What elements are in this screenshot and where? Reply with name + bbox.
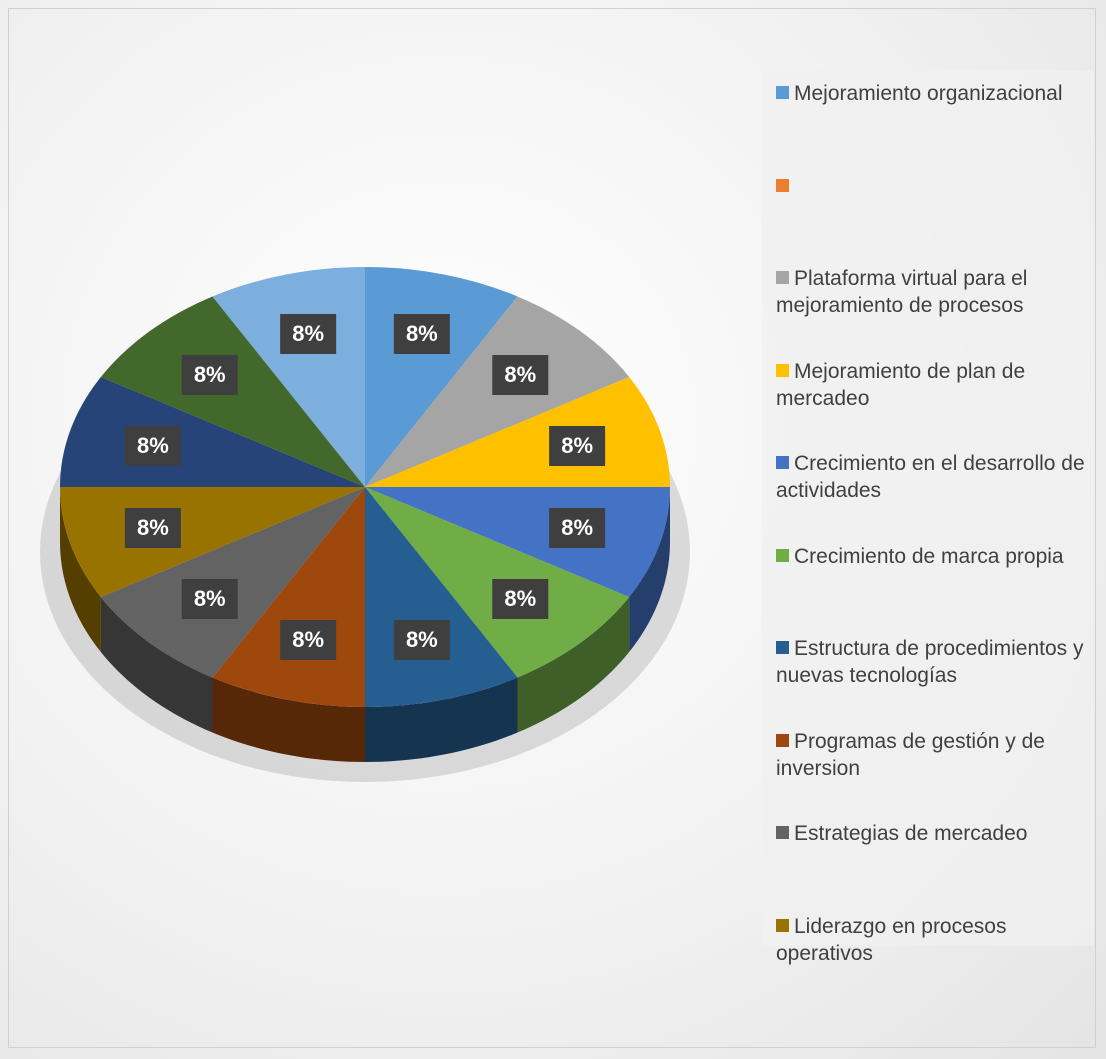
data-label: 8% xyxy=(504,586,536,611)
data-label-box xyxy=(549,507,606,548)
data-label: 8% xyxy=(292,321,324,346)
data-label-box xyxy=(549,426,606,467)
legend-item: Plataforma virtual para el mejoramiento … xyxy=(776,265,1086,319)
legend-item: Mejoramiento organizacional xyxy=(776,80,1086,107)
legend-swatch xyxy=(776,918,789,932)
legend-swatch xyxy=(776,826,789,839)
data-label-box xyxy=(393,620,450,661)
legend-swatch xyxy=(776,733,789,747)
data-label: 8% xyxy=(194,362,226,387)
legend-label: Plataforma virtual para el mejoramiento … xyxy=(776,267,1028,317)
legend-label: Programas de gestión y de inversion xyxy=(776,729,1045,780)
data-label-box xyxy=(280,313,337,354)
data-label: 8% xyxy=(406,627,438,652)
slice-side xyxy=(212,677,365,762)
data-label: 8% xyxy=(406,321,438,346)
legend-label: Estrategias de mercadeo xyxy=(794,822,1028,845)
legend-swatch xyxy=(776,641,789,654)
data-label: 8% xyxy=(561,433,593,458)
legend-label: Estructura de procedimientos y nuevas te… xyxy=(776,637,1084,687)
legend-item: Crecimiento en el desarrollo de activida… xyxy=(776,450,1086,504)
legend-label: Mejoramiento organizacional xyxy=(794,82,1063,105)
slice-side xyxy=(517,597,630,733)
data-label-box xyxy=(124,507,181,548)
legend-label: Crecimiento en el desarrollo de activida… xyxy=(776,452,1085,502)
legend-item: Programas de gestión y de inversion xyxy=(776,728,1086,782)
legend-swatch xyxy=(776,456,789,469)
legend-item: Crecimiento de marca propia xyxy=(776,543,1086,570)
slice-side xyxy=(100,597,213,733)
data-label-box xyxy=(124,426,181,467)
legend: Mejoramiento organizacional Plataforma vi… xyxy=(762,70,1094,965)
data-label: 8% xyxy=(504,362,536,387)
data-label-box xyxy=(492,354,549,395)
slice-side xyxy=(365,677,518,762)
legend-swatch xyxy=(776,178,789,192)
data-label-box xyxy=(492,579,549,620)
legend-swatch xyxy=(776,271,789,284)
slice-side xyxy=(629,487,670,652)
legend-item: Estructura de procedimientos y nuevas te… xyxy=(776,635,1086,689)
legend-swatch xyxy=(776,86,789,99)
data-label-box xyxy=(280,620,337,661)
legend-item xyxy=(776,173,1086,200)
legend-item: Estrategias de mercadeo xyxy=(776,820,1086,847)
legend-item: Mejoramiento de plan de mercadeo xyxy=(776,358,1086,412)
legend-swatch xyxy=(776,363,789,377)
pie: 8% 8% 8% 8% 8% 8% 8% 8% 8% 8% 8% 8% xyxy=(40,267,690,782)
data-label: 8% xyxy=(137,433,169,458)
legend-label: Mejoramiento de plan de mercadeo xyxy=(776,359,1026,410)
legend-label: Crecimiento de marca propia xyxy=(794,544,1064,568)
legend-item: Liderazgo en procesos operativos xyxy=(776,913,1086,967)
data-label: 8% xyxy=(137,515,169,540)
data-label: 8% xyxy=(292,627,324,652)
data-label-box xyxy=(181,579,238,620)
slice-side xyxy=(60,487,101,652)
data-label-box xyxy=(393,313,450,354)
data-label: 8% xyxy=(194,586,226,611)
data-label: 8% xyxy=(561,515,593,540)
legend-label: Liderazgo en procesos operativos xyxy=(776,914,1007,965)
chart-frame xyxy=(8,8,1096,1048)
data-label-box xyxy=(181,354,238,395)
legend-swatch xyxy=(776,548,789,562)
